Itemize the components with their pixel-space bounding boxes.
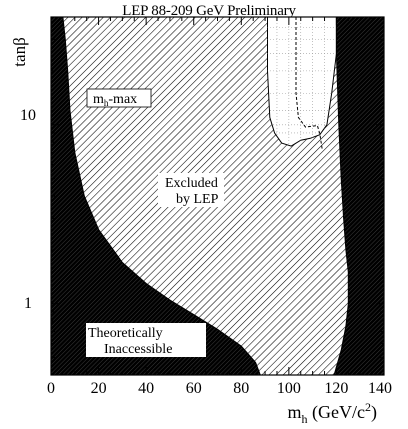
scenario-label-rest: -max — [108, 92, 137, 107]
scenario-label-box — [86, 88, 152, 108]
x-axis-label-close: ) — [371, 402, 377, 423]
scenario-label-m: m — [93, 92, 104, 107]
axis-ticks — [50, 16, 385, 376]
excluded-label-line2: by LEP — [176, 192, 219, 207]
y-axis-label: tanβ — [10, 37, 29, 66]
y-tick-label: 10 — [20, 107, 36, 124]
theoretically-inaccessible-left-region — [51, 17, 261, 375]
expected-limit-curve — [295, 17, 323, 150]
allowed-region — [267, 17, 337, 147]
excluded-label-line1: Excluded — [165, 176, 218, 191]
x-axis-label-m: m — [288, 402, 302, 422]
x-tick-label: 140 — [368, 380, 392, 397]
x-tick-label: 100 — [277, 380, 301, 397]
x-tick-label: 120 — [324, 380, 348, 397]
chart-title: LEP 88-209 GeV Preliminary — [122, 3, 296, 19]
theory-label-line1: Theoretically — [88, 326, 163, 341]
x-axis-label-unit: (GeV/c — [308, 402, 365, 423]
x-axis-label-sup: 2 — [365, 400, 371, 414]
theory-label-box — [86, 323, 206, 357]
theoretically-inaccessible-right-region — [333, 17, 384, 375]
x-tick-label: 60 — [186, 380, 202, 397]
x-axis-label: mh (GeV/c2) — [288, 400, 378, 426]
excluded-label-box — [158, 173, 224, 207]
x-tick-label: 80 — [233, 380, 249, 397]
y-tick-label: 1 — [24, 295, 32, 312]
theory-label-line2: Inaccessible — [104, 342, 172, 357]
x-tick-label: 0 — [47, 380, 55, 397]
x-axis-label-sub: h — [302, 412, 308, 426]
scenario-label-sub: h — [104, 98, 109, 108]
x-tick-label: 20 — [91, 380, 107, 397]
x-tick-label: 40 — [138, 380, 154, 397]
scenario-label: mh-max — [93, 92, 137, 108]
